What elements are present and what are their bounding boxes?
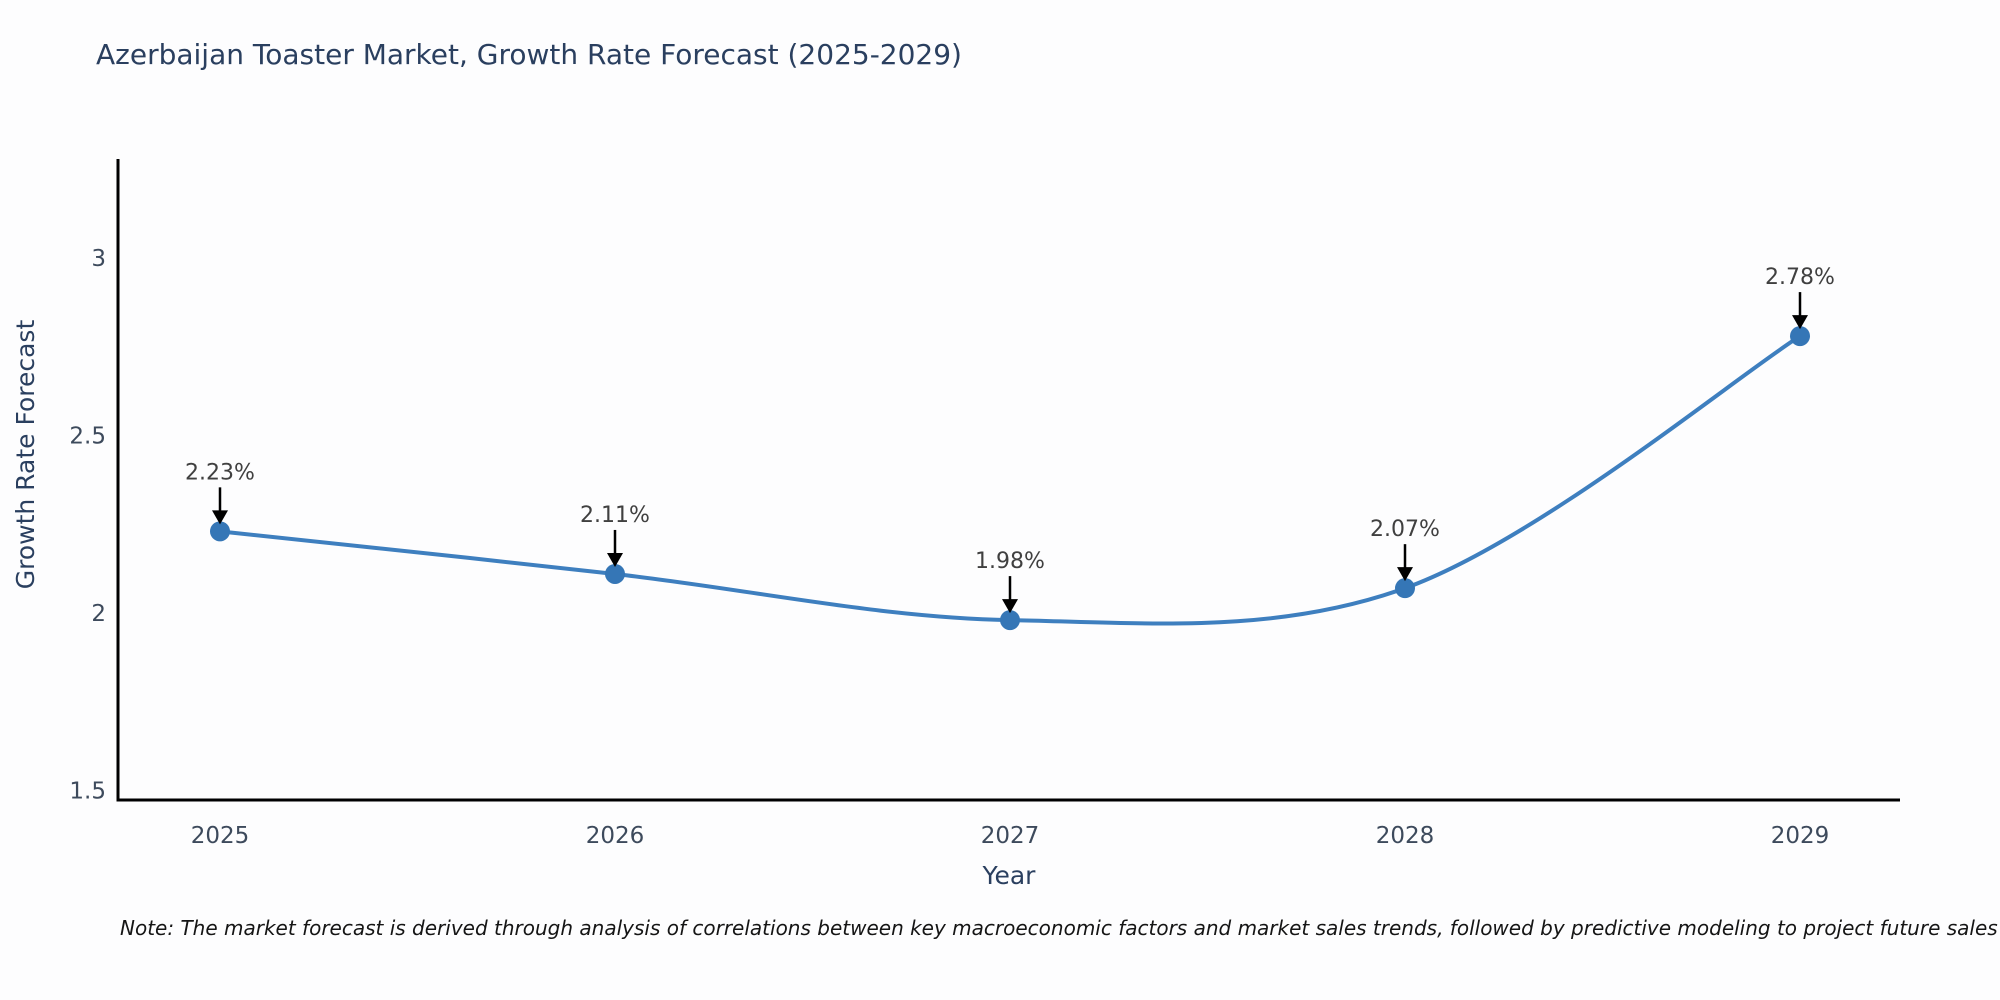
point-annotation-label: 1.98% — [975, 549, 1045, 574]
point-annotation-label: 2.23% — [185, 460, 255, 485]
point-annotation-label: 2.78% — [1765, 265, 1835, 290]
x-tick-label: 2025 — [191, 823, 250, 849]
data-point-marker — [1395, 578, 1415, 599]
point-annotation-arrowhead — [1792, 315, 1808, 330]
point-annotation-arrowhead — [1002, 599, 1018, 614]
x-tick-label: 2029 — [1771, 823, 1830, 849]
point-annotation-arrowhead — [607, 552, 623, 567]
y-tick-label: 1.5 — [69, 779, 106, 805]
footnote: Note: The market forecast is derived thr… — [120, 916, 1998, 940]
x-tick-label: 2027 — [981, 823, 1040, 849]
point-annotation-label: 2.11% — [580, 503, 650, 528]
data-point-marker — [210, 521, 230, 542]
y-tick-label: 2 — [91, 601, 106, 627]
x-axis-title: Year — [982, 861, 1037, 890]
point-annotation-arrowhead — [1397, 567, 1413, 582]
x-tick-label: 2026 — [586, 823, 645, 849]
chart-title: Azerbaijan Toaster Market, Growth Rate F… — [96, 38, 962, 71]
data-point-marker — [1790, 326, 1810, 347]
point-annotation-arrowhead — [212, 510, 228, 525]
data-point-marker — [605, 563, 625, 584]
y-tick-label: 2.5 — [69, 424, 106, 450]
data-point-marker — [1000, 610, 1020, 631]
y-tick-label: 3 — [91, 246, 106, 272]
x-tick-label: 2028 — [1376, 823, 1435, 849]
y-axis-title: Growth Rate Forecast — [11, 320, 40, 590]
point-annotation-label: 2.07% — [1370, 517, 1440, 542]
